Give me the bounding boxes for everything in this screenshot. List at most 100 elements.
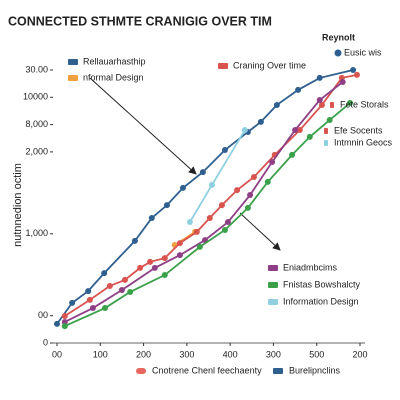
legend-swatch <box>136 368 146 374</box>
data-point <box>85 288 92 295</box>
x-tick-label: 300 <box>266 349 281 359</box>
data-point <box>289 151 296 158</box>
y-tick-label: 00 <box>38 310 48 320</box>
x-tick-label: 200 <box>136 349 151 359</box>
data-point <box>196 243 203 250</box>
data-point <box>221 146 228 153</box>
data-point <box>247 192 254 199</box>
x-tick-label: 300 <box>179 349 194 359</box>
legend-label: Craning Over time <box>233 60 306 70</box>
data-point <box>206 214 213 221</box>
data-point <box>131 237 138 244</box>
annotation-arrow <box>89 77 197 175</box>
data-point <box>316 97 323 104</box>
data-point <box>306 133 313 140</box>
data-point <box>86 296 93 303</box>
data-point <box>118 287 125 294</box>
data-point <box>296 127 303 134</box>
data-point <box>326 116 333 123</box>
series-line <box>56 69 354 325</box>
legend-swatch <box>324 128 328 134</box>
legend-label: Fete Storals <box>340 99 389 109</box>
data-point <box>176 252 183 259</box>
legend-swatch <box>218 63 228 69</box>
annotation-arrow <box>239 212 281 251</box>
legend-label: Burelipnclins <box>289 365 341 375</box>
y-tick-label: 10000 <box>23 92 48 102</box>
data-point <box>61 312 68 319</box>
data-point <box>161 255 168 262</box>
legend-swatch <box>324 140 328 146</box>
data-point <box>148 214 155 221</box>
data-point <box>234 187 241 194</box>
legend-swatch <box>268 299 278 305</box>
y-tick-label: 8,000 <box>25 119 48 129</box>
data-point <box>273 101 280 108</box>
data-point <box>127 288 134 295</box>
legend-label: Intmnin Geocs <box>334 137 393 147</box>
data-point <box>208 181 215 188</box>
data-point <box>224 219 231 226</box>
series-line <box>64 81 344 323</box>
y-tick-label: 30.00 <box>25 64 48 74</box>
data-point <box>147 258 154 265</box>
data-point <box>295 86 302 93</box>
data-point <box>193 228 200 235</box>
legend-title: Reynolt <box>322 32 355 42</box>
legend-swatch <box>334 49 342 57</box>
legend-label: Fnistas Bowshalcty <box>283 279 361 289</box>
data-point <box>61 323 68 330</box>
data-point <box>221 226 228 233</box>
data-point <box>244 204 251 211</box>
data-point <box>163 202 170 209</box>
legend-swatch <box>330 102 334 108</box>
series-line <box>64 102 351 327</box>
y-axis-label: nutnnedion octim <box>12 163 24 247</box>
legend-swatch <box>68 75 78 81</box>
legend-label: Information Design <box>283 296 359 306</box>
data-point <box>101 270 108 277</box>
legend-swatch <box>68 59 78 65</box>
y-tick-label: 2,000 <box>25 146 48 156</box>
chart-title: CONNECTED STHMTE CRANIGIG OVER TIM <box>8 14 272 28</box>
data-point <box>292 127 299 134</box>
data-point <box>121 276 128 283</box>
data-point <box>161 272 168 279</box>
data-point <box>353 71 360 78</box>
x-tick-label: 500 <box>309 349 324 359</box>
data-point <box>318 101 325 108</box>
data-point <box>269 159 276 166</box>
legend-swatch <box>273 368 283 374</box>
data-point <box>257 118 264 125</box>
data-point <box>347 100 354 107</box>
x-tick-label: 100 <box>93 349 108 359</box>
legend-label: Rellauarhasthip <box>83 56 146 66</box>
data-point <box>106 282 113 289</box>
data-point <box>151 264 158 271</box>
data-point <box>54 320 60 327</box>
data-point <box>264 178 271 185</box>
data-point <box>102 305 109 312</box>
legend-label: Efe Socents <box>334 125 383 135</box>
legend-label: Eusic wis <box>344 47 382 57</box>
legend-label: Eniadmbcims <box>283 262 338 272</box>
legend-swatch <box>268 265 278 271</box>
legend-label: Cnotrene Chenl feechaenty <box>152 365 262 375</box>
x-tick-label: 00 <box>52 349 62 359</box>
data-point <box>316 74 323 81</box>
y-tick-label: 1,000 <box>25 228 48 238</box>
data-point <box>250 174 257 181</box>
legend-swatch <box>268 282 278 288</box>
data-point <box>241 127 248 134</box>
data-point <box>137 264 144 271</box>
data-point <box>186 219 193 226</box>
data-point <box>179 184 186 191</box>
data-point <box>350 67 357 73</box>
data-point <box>199 169 206 176</box>
data-point <box>89 305 96 312</box>
data-point <box>69 299 76 306</box>
y-tick-label: 0 <box>43 337 48 347</box>
data-point <box>176 240 183 247</box>
x-tick-label: 200 <box>352 349 367 359</box>
